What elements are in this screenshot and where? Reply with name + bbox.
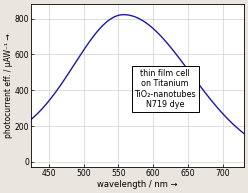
X-axis label: wavelength / nm →: wavelength / nm → [97, 180, 178, 189]
Text: thin film cell
on Titanium
TiO₂-nanotubes
N719 dye: thin film cell on Titanium TiO₂-nanotube… [134, 69, 196, 109]
Y-axis label: photocurrent eff. / μAW⁻¹ →: photocurrent eff. / μAW⁻¹ → [4, 33, 13, 138]
